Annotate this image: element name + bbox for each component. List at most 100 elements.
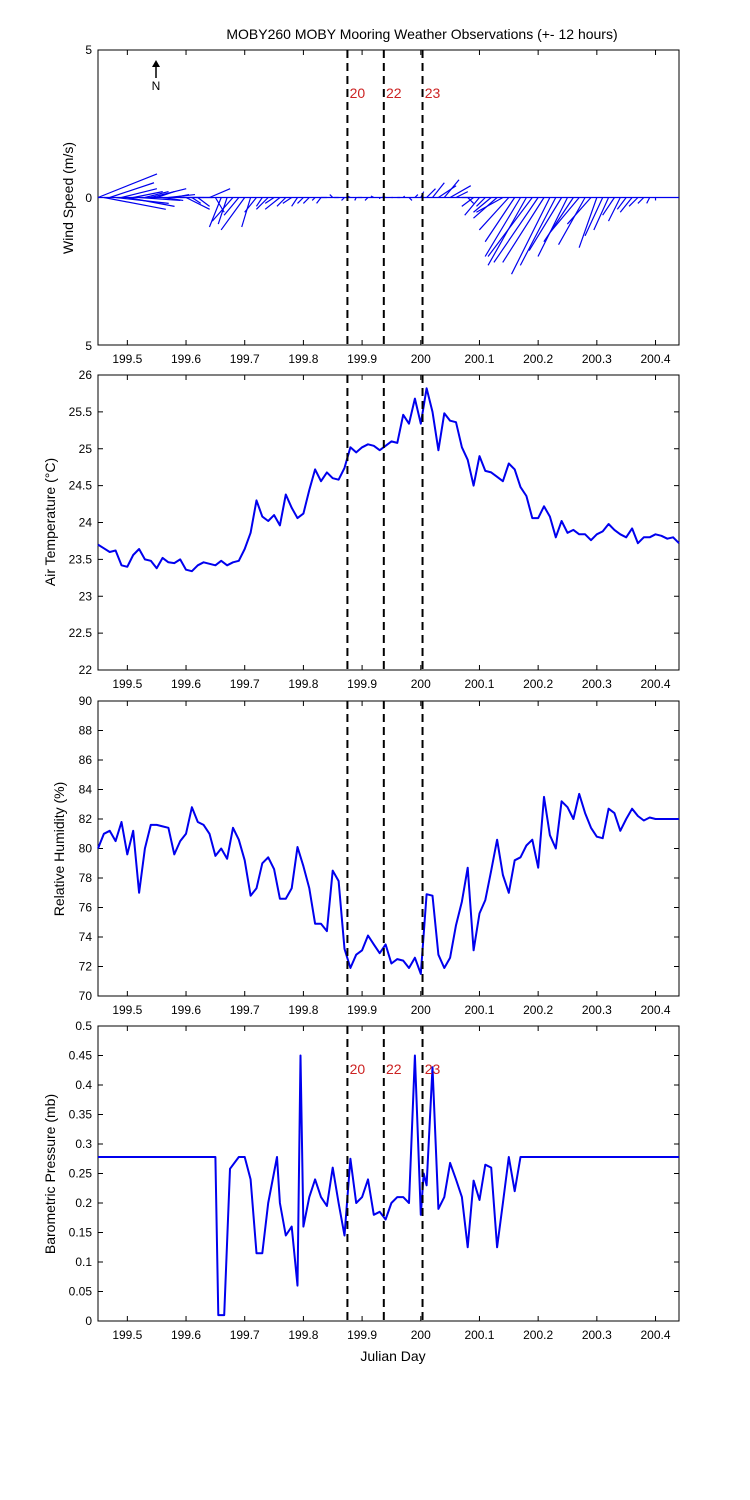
- y-tick-label: 24: [79, 516, 93, 530]
- wind-vector: [467, 197, 475, 204]
- y-tick-label: 0.05: [69, 1285, 93, 1299]
- y-tick-label: 0.4: [75, 1078, 92, 1092]
- y-tick-label: 23: [79, 589, 93, 603]
- wind-vector: [408, 197, 413, 201]
- wind-vector: [566, 197, 592, 225]
- wind-vector: [302, 197, 310, 204]
- wind-vector: [354, 197, 357, 201]
- wind-vector: [103, 196, 166, 210]
- x-tick-label: 199.8: [288, 1003, 318, 1017]
- wind-vector: [637, 197, 645, 204]
- wind-vector: [282, 197, 292, 204]
- x-axis-label: Julian Day: [360, 1348, 425, 1364]
- x-tick-label: 200.4: [641, 677, 671, 691]
- y-tick-label: 72: [79, 960, 93, 974]
- panel-barometric-pressure: 199.5 199.6 199.7 199.8 199.9 200 200.1 200.2 20…: [42, 1019, 680, 1364]
- wind-y-axis-label: Wind Speed (m/s): [60, 142, 76, 254]
- marker-label: 20: [350, 1061, 366, 1077]
- air-temperature-y-axis-label: Air Temperature (°C): [42, 458, 58, 586]
- x-tick-label: 200.1: [464, 677, 494, 691]
- wind-ytick-bottom: 5: [85, 339, 92, 353]
- wind-vector: [455, 191, 469, 199]
- wind-vector: [133, 191, 163, 199]
- wind-vector: [443, 179, 460, 198]
- y-tick-label: 86: [79, 753, 93, 767]
- y-tick-label: 24.5: [69, 479, 93, 493]
- wind-vector: [493, 197, 539, 263]
- y-tick-label: 0.25: [69, 1167, 93, 1181]
- wind-vector: [584, 197, 604, 237]
- wind-vector: [602, 197, 615, 216]
- marker-label: 23: [425, 1061, 441, 1077]
- wind-vector: [484, 197, 522, 257]
- x-tick-label: 199.9: [347, 352, 377, 366]
- wind-vector: [197, 197, 210, 207]
- x-tick-label: 199.6: [171, 677, 201, 691]
- x-tick-label: 199.5: [112, 352, 142, 366]
- panel-relative-humidity: 199.5 199.6 199.7 199.8 199.9 200 200.1 200.2 20…: [51, 694, 680, 1017]
- wind-vector: [476, 196, 504, 213]
- wind-vector: [217, 197, 228, 225]
- barometric-pressure-y-axis-label: Barometric Pressure (mb): [42, 1094, 58, 1254]
- y-tick-label: 25: [79, 442, 93, 456]
- relative-humidity-plot: 199.5 199.6 199.7 199.8 199.9 200 200.1 200.2 20…: [79, 694, 680, 1017]
- x-tick-label: 200.4: [641, 352, 671, 366]
- wind-vector: [316, 197, 322, 204]
- wind-vector: [426, 188, 436, 198]
- y-tick-label: 26: [79, 368, 93, 382]
- x-tick-label: 200.2: [523, 677, 553, 691]
- north-label: N: [152, 79, 161, 93]
- wind-vector: [220, 197, 246, 231]
- y-tick-label: 25.5: [69, 405, 93, 419]
- wind-vector: [121, 188, 158, 199]
- x-tick-label: 199.6: [171, 352, 201, 366]
- x-tick-label: 200: [411, 1328, 431, 1342]
- y-tick-label: 0.3: [75, 1137, 92, 1151]
- wind-ytick-top: 5: [85, 43, 92, 57]
- series-line: [97, 387, 680, 573]
- wind-vector: [484, 197, 516, 243]
- x-tick-label: 200.3: [582, 1328, 612, 1342]
- wind-vector: [628, 197, 639, 207]
- x-tick-label: 199.6: [171, 1328, 201, 1342]
- x-tick-label: 199.8: [288, 677, 318, 691]
- y-tick-label: 88: [79, 724, 93, 738]
- y-tick-label: 0.2: [75, 1196, 92, 1210]
- wind-vector: [185, 196, 210, 210]
- wind-vector: [502, 197, 545, 263]
- wind-vector: [487, 197, 533, 257]
- wind-vector: [223, 197, 240, 216]
- wind-vector: [619, 197, 633, 213]
- x-tick-label: 200.3: [582, 1003, 612, 1017]
- x-tick-label: 200.1: [464, 352, 494, 366]
- y-tick-label: 0.1: [75, 1255, 92, 1269]
- wind-vector: [449, 185, 472, 199]
- y-tick-label: 80: [79, 842, 93, 856]
- x-tick-label: 199.8: [288, 1328, 318, 1342]
- wind-vector: [97, 173, 158, 199]
- x-tick-label: 199.5: [112, 1328, 142, 1342]
- wind-vector: [478, 197, 510, 231]
- wind-vector: [244, 197, 257, 213]
- wind-vector: [616, 197, 627, 210]
- wind-vector: [191, 197, 202, 204]
- x-tick-label: 200.1: [464, 1328, 494, 1342]
- wind-vector: [476, 197, 486, 207]
- x-tick-label: 199.7: [230, 1328, 260, 1342]
- x-tick-label: 200.2: [523, 352, 553, 366]
- wind-vector: [276, 197, 287, 207]
- wind-vector: [364, 197, 369, 201]
- north-arrow-icon: N: [152, 60, 161, 93]
- relative-humidity-y-axis-label: Relative Humidity (%): [51, 782, 67, 917]
- x-tick-label: 199.7: [230, 352, 260, 366]
- series-line: [97, 792, 679, 975]
- y-tick-label: 0.15: [69, 1226, 93, 1240]
- wind-vector: [646, 197, 651, 204]
- marker-label: 23: [425, 85, 441, 101]
- x-tick-label: 199.8: [288, 352, 318, 366]
- wind-vector: [291, 197, 299, 207]
- wind-vector: [156, 191, 175, 199]
- barometric-pressure-plot: 199.5 199.6 199.7 199.8 199.9 200 200.1 200.2 20…: [69, 1019, 680, 1342]
- wind-vector: [255, 197, 269, 210]
